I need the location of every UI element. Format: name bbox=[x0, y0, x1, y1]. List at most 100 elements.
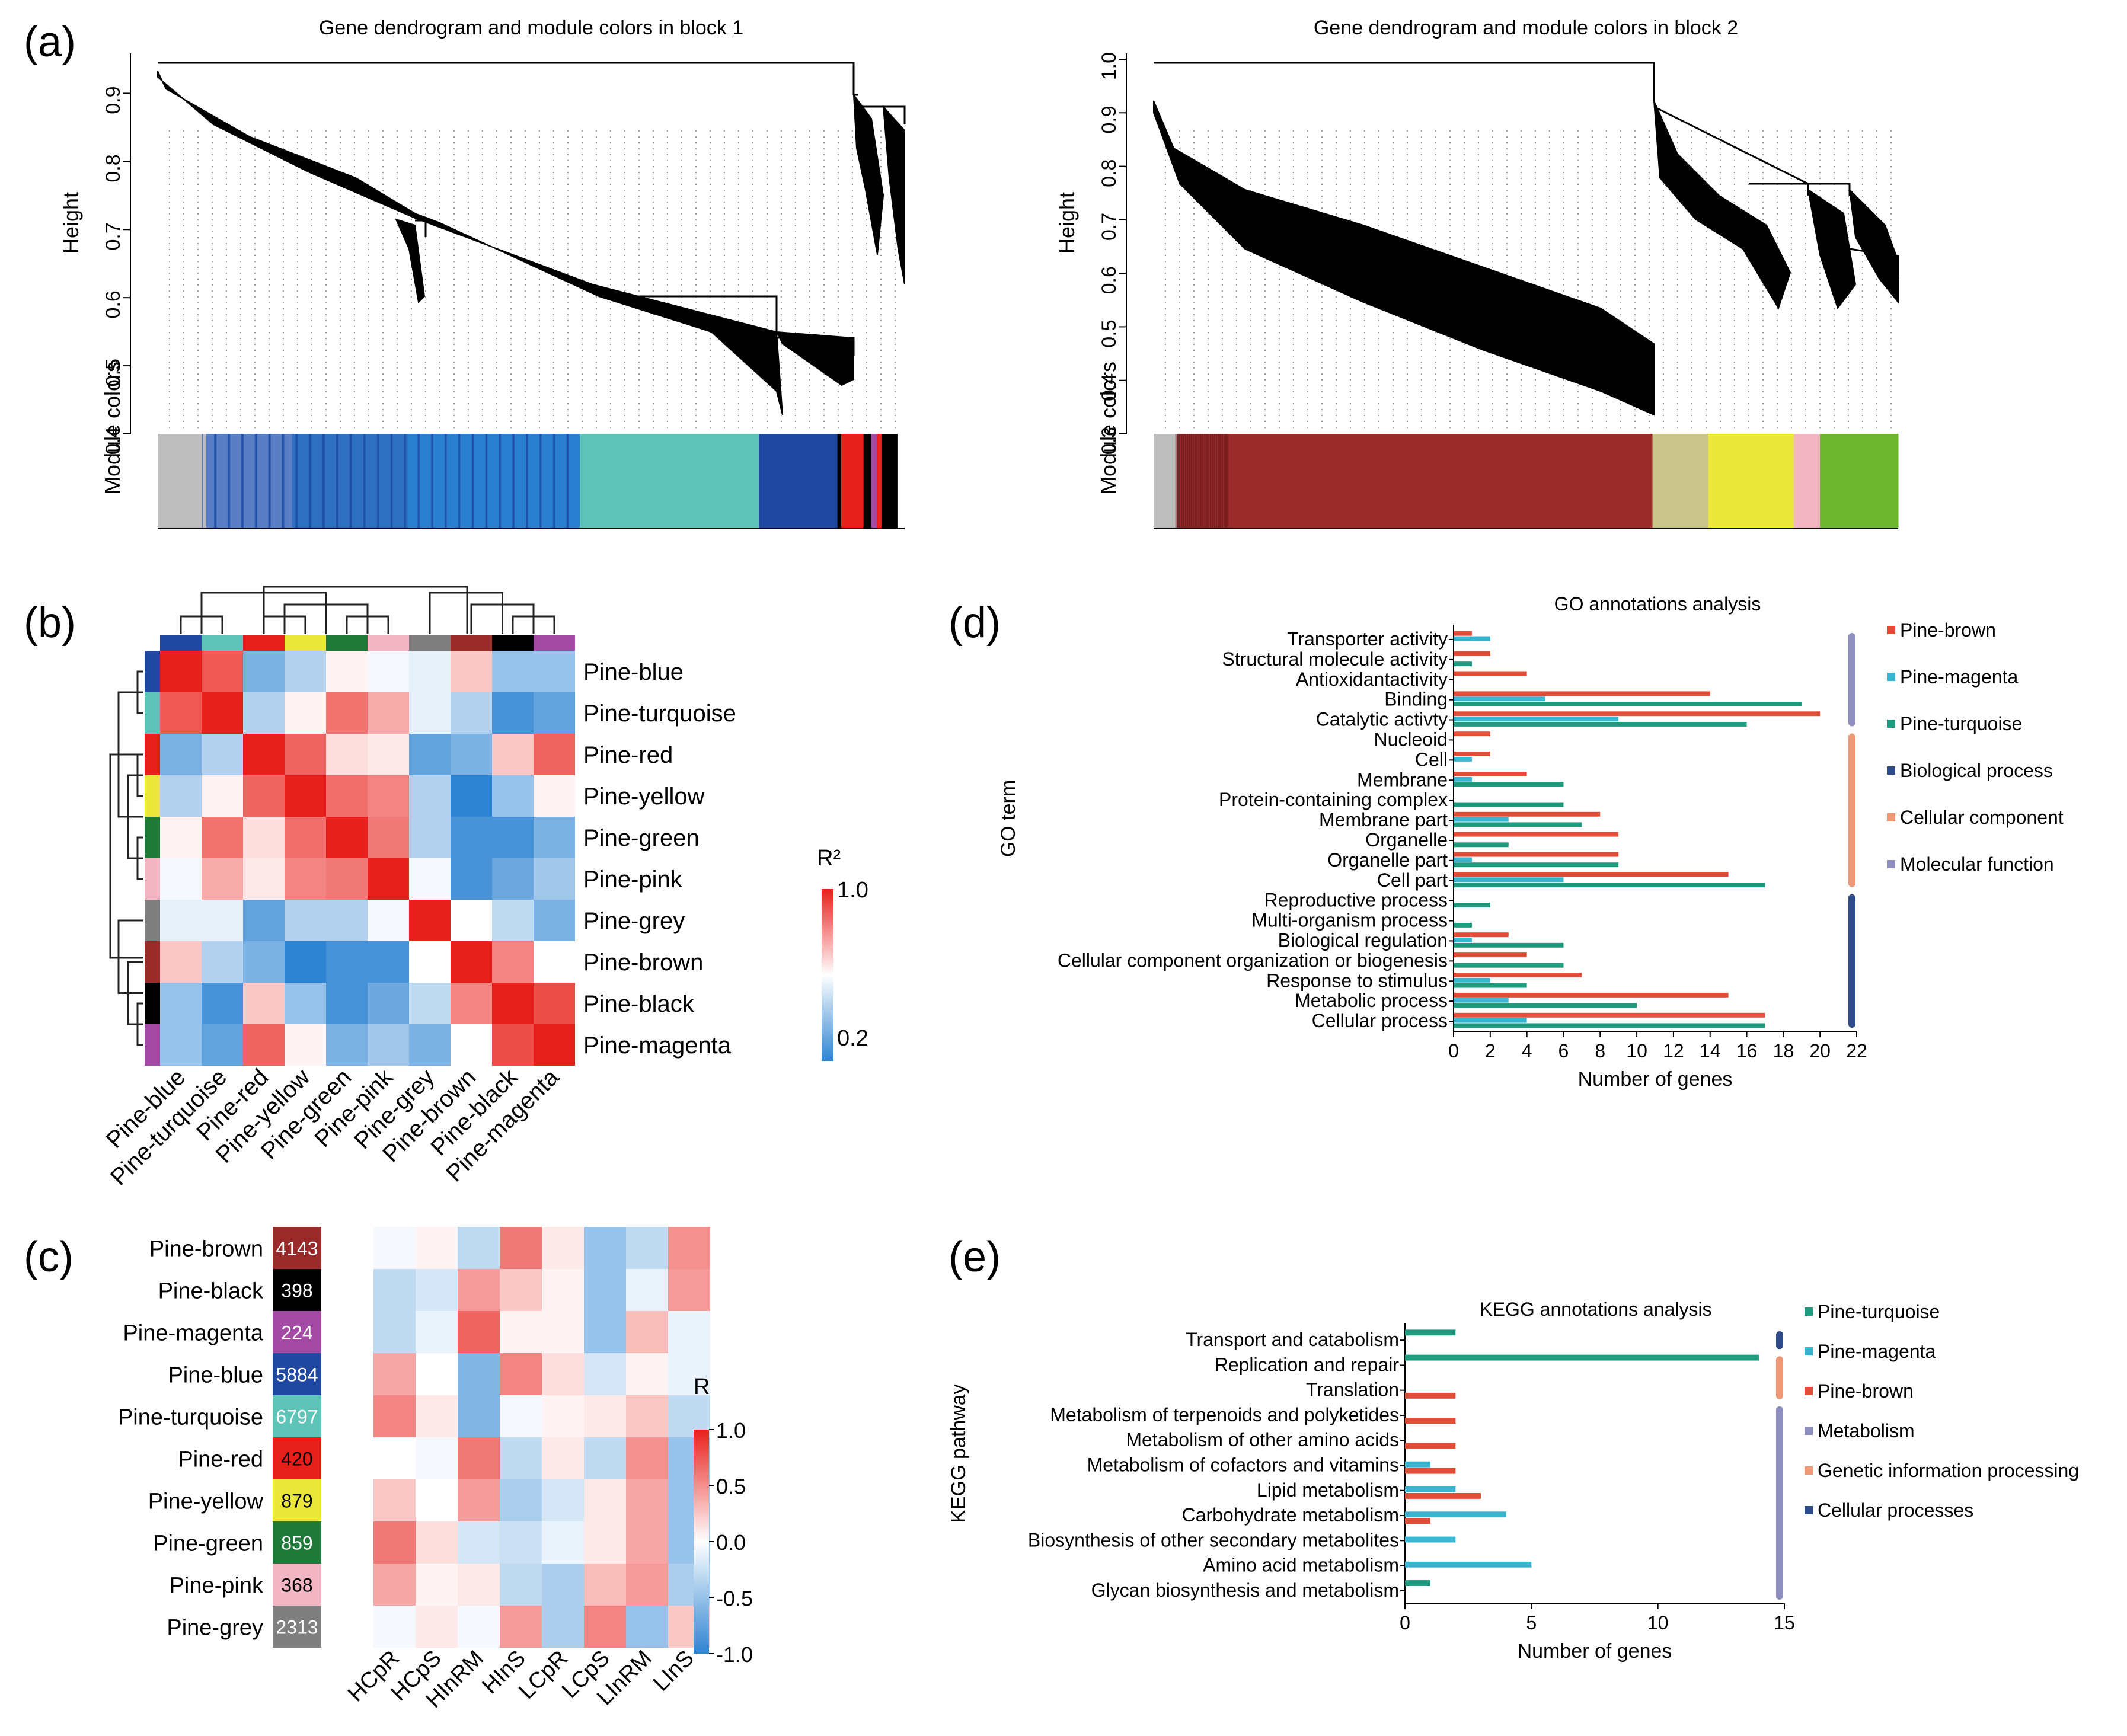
legend-swatch bbox=[1887, 860, 1895, 868]
heatmap-cell bbox=[584, 1353, 626, 1395]
legend-title: R² bbox=[817, 846, 841, 871]
dendrogram-cluster bbox=[1153, 100, 1655, 416]
group-bracket bbox=[1776, 1356, 1783, 1399]
category-label: Cell bbox=[1415, 749, 1448, 770]
heatmap-cell bbox=[202, 734, 243, 775]
bar bbox=[1454, 636, 1490, 641]
panel-label-c: (c) bbox=[24, 1233, 74, 1281]
heatmap-cell bbox=[160, 900, 202, 941]
row-label: Pine-yellow bbox=[583, 784, 705, 810]
legend-tick-label: 0.0 bbox=[716, 1530, 746, 1555]
bar bbox=[1405, 1486, 1456, 1492]
column-dendrogram-branch bbox=[429, 592, 503, 634]
heatmap-cell bbox=[500, 1353, 542, 1395]
heatmap-cell bbox=[416, 1269, 458, 1311]
chart-title: GO annotations analysis bbox=[1554, 593, 1761, 615]
heatmap-cell bbox=[368, 775, 409, 817]
heatmap-cell bbox=[416, 1437, 458, 1479]
column-module-color bbox=[534, 635, 575, 651]
heatmap-cell bbox=[326, 983, 368, 1024]
bar bbox=[1405, 1461, 1430, 1468]
heatmap-cell bbox=[492, 734, 534, 775]
y-axis-label: Height bbox=[1055, 192, 1079, 254]
heatmap-cell bbox=[492, 983, 534, 1024]
legend-colorbar bbox=[822, 889, 833, 1061]
column-module-color bbox=[368, 635, 409, 651]
category-label: Nucleoid bbox=[1374, 728, 1448, 750]
group-bracket bbox=[1776, 1406, 1783, 1600]
y-tick-label: 1.0 bbox=[1098, 52, 1120, 80]
bar bbox=[1405, 1493, 1481, 1499]
category-label: Biosynthesis of other secondary metaboli… bbox=[1028, 1529, 1399, 1550]
bar bbox=[1454, 922, 1472, 928]
legend-swatch bbox=[1805, 1506, 1813, 1514]
heatmap-cell bbox=[626, 1437, 668, 1479]
category-label: Membrane bbox=[1357, 769, 1448, 790]
x-tick-label: 20 bbox=[1809, 1040, 1831, 1062]
row-label: Pine-blue bbox=[168, 1363, 263, 1388]
column-module-color bbox=[326, 635, 368, 651]
module-color-segment bbox=[408, 434, 580, 529]
heatmap-cell bbox=[160, 1024, 202, 1066]
chart-title: Gene dendrogram and module colors in blo… bbox=[319, 17, 743, 39]
y-tick-label: 0.9 bbox=[1098, 105, 1120, 133]
module-color-segment bbox=[1652, 434, 1709, 529]
heatmap-cell bbox=[202, 817, 243, 858]
heatmap-cell bbox=[451, 692, 492, 734]
column-label: LInS bbox=[649, 1646, 699, 1696]
heatmap-cell bbox=[202, 983, 243, 1024]
heatmap-cell bbox=[534, 983, 575, 1024]
heatmap-cell bbox=[160, 817, 202, 858]
heatmap-cell bbox=[500, 1227, 542, 1269]
bar bbox=[1454, 671, 1527, 676]
heatmap-cell bbox=[416, 1311, 458, 1353]
heatmap-cell bbox=[243, 651, 285, 692]
heatmap-cell bbox=[500, 1437, 542, 1479]
y-tick-label: 0.5 bbox=[1098, 319, 1120, 347]
heatmap-cell bbox=[368, 900, 409, 941]
heatmap-cell bbox=[368, 941, 409, 983]
row-label: Pine-turquoise bbox=[118, 1405, 263, 1430]
heatmap-cell bbox=[451, 983, 492, 1024]
column-module-color bbox=[202, 635, 243, 651]
x-tick-label: 0 bbox=[1448, 1040, 1459, 1062]
category-label: Metabolism of other amino acids bbox=[1126, 1429, 1399, 1450]
heatmap-cell bbox=[500, 1395, 542, 1437]
heatmap-cell bbox=[416, 1564, 458, 1606]
heatmap-cell bbox=[542, 1311, 584, 1353]
heatmap-cell bbox=[285, 692, 326, 734]
category-label: Metabolism of terpenoids and polyketides bbox=[1050, 1404, 1399, 1425]
bar bbox=[1454, 942, 1564, 948]
heatmap-cell bbox=[668, 1227, 710, 1269]
heatmap-cell bbox=[373, 1437, 416, 1479]
heatmap-cell bbox=[534, 941, 575, 983]
bar bbox=[1454, 702, 1802, 706]
bar bbox=[1454, 1003, 1637, 1008]
column-module-color bbox=[285, 635, 326, 651]
heatmap-cell bbox=[458, 1564, 500, 1606]
heatmap-cell bbox=[416, 1521, 458, 1564]
row-label: Pine-grey bbox=[583, 908, 685, 934]
row-label: Pine-grey bbox=[167, 1616, 263, 1641]
category-label: Organelle bbox=[1365, 829, 1448, 851]
dendrogram-cluster bbox=[395, 218, 426, 304]
bar bbox=[1405, 1511, 1506, 1518]
heatmap-cell bbox=[542, 1521, 584, 1564]
heatmap-cell bbox=[160, 651, 202, 692]
heatmap-cell bbox=[492, 775, 534, 817]
heatmap-cell bbox=[542, 1606, 584, 1648]
column-dendrogram-branch bbox=[263, 586, 468, 634]
legend-label: Metabolism bbox=[1818, 1420, 1915, 1441]
bar bbox=[1454, 983, 1527, 988]
module-color-segment bbox=[206, 434, 293, 529]
y-tick-label: 0.3 bbox=[1098, 427, 1120, 455]
heatmap-cell bbox=[368, 817, 409, 858]
legend-swatch bbox=[1805, 1427, 1813, 1435]
heatmap-cell bbox=[373, 1269, 416, 1311]
heatmap-cell bbox=[416, 1606, 458, 1648]
dendrogram-cluster bbox=[775, 331, 854, 386]
bar bbox=[1454, 992, 1729, 998]
x-tick-label: 0 bbox=[1400, 1612, 1410, 1633]
y-tick-label: 0.7 bbox=[1098, 213, 1120, 241]
heatmap-cell bbox=[368, 858, 409, 900]
